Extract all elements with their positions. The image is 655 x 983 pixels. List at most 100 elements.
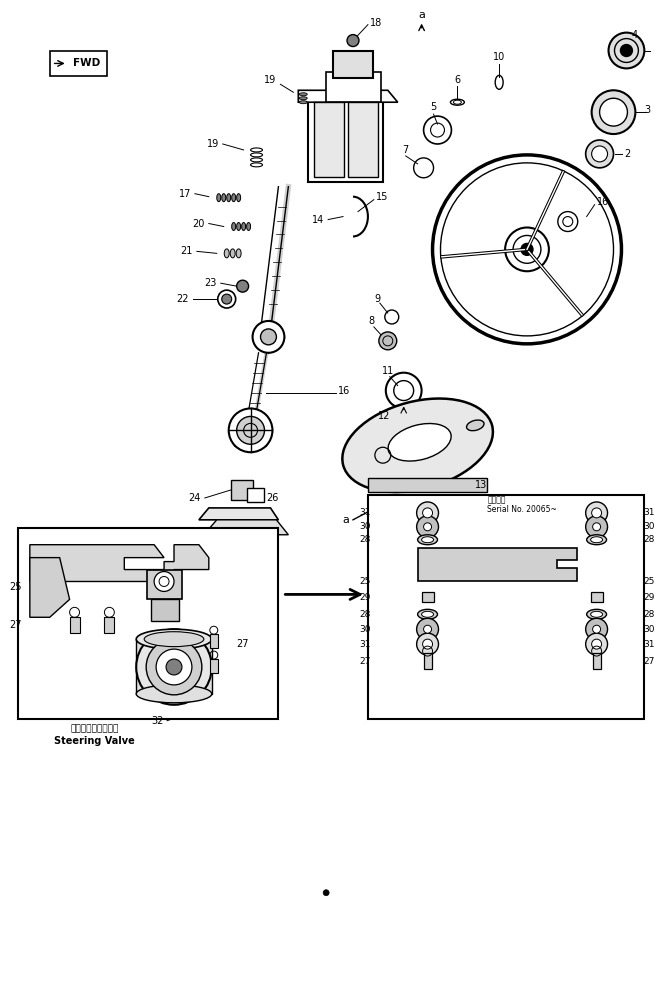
Polygon shape xyxy=(368,478,487,492)
Bar xyxy=(348,102,378,177)
Circle shape xyxy=(136,629,212,705)
Circle shape xyxy=(166,659,182,675)
Ellipse shape xyxy=(299,96,307,99)
Circle shape xyxy=(586,516,608,538)
Ellipse shape xyxy=(587,535,607,545)
Circle shape xyxy=(417,618,438,640)
Text: 19: 19 xyxy=(206,139,219,149)
Circle shape xyxy=(236,280,249,292)
Text: FWD: FWD xyxy=(73,58,100,69)
Text: 11: 11 xyxy=(382,366,394,376)
Text: 30: 30 xyxy=(643,625,655,634)
Text: 30: 30 xyxy=(643,522,655,531)
Ellipse shape xyxy=(388,424,451,461)
Circle shape xyxy=(586,618,608,640)
Ellipse shape xyxy=(222,194,226,202)
Polygon shape xyxy=(204,520,288,535)
Text: 15: 15 xyxy=(376,192,388,202)
Text: a: a xyxy=(343,515,350,525)
Ellipse shape xyxy=(299,100,307,103)
Circle shape xyxy=(591,145,608,162)
Bar xyxy=(326,73,381,102)
Circle shape xyxy=(146,639,202,695)
Text: 7: 7 xyxy=(403,145,409,155)
Bar xyxy=(424,653,432,669)
Bar xyxy=(50,50,107,77)
Text: 29: 29 xyxy=(360,593,371,602)
Text: 21: 21 xyxy=(181,247,193,257)
Circle shape xyxy=(608,32,645,69)
Text: 28: 28 xyxy=(360,609,371,619)
Bar xyxy=(69,617,79,633)
Ellipse shape xyxy=(144,632,204,647)
Polygon shape xyxy=(298,90,398,102)
Circle shape xyxy=(599,98,627,126)
Text: 9: 9 xyxy=(375,294,381,304)
Circle shape xyxy=(591,508,601,518)
Circle shape xyxy=(586,633,608,655)
Text: 3: 3 xyxy=(645,105,650,115)
Circle shape xyxy=(323,890,329,896)
Ellipse shape xyxy=(591,611,603,617)
Text: 20: 20 xyxy=(193,218,205,228)
Bar xyxy=(368,495,645,719)
Text: 10: 10 xyxy=(493,52,505,63)
Circle shape xyxy=(593,625,601,633)
Ellipse shape xyxy=(242,222,246,230)
Text: 29: 29 xyxy=(643,593,655,602)
Circle shape xyxy=(422,508,432,518)
Circle shape xyxy=(154,571,174,592)
Ellipse shape xyxy=(246,222,251,230)
Bar xyxy=(231,480,253,500)
Text: 13: 13 xyxy=(476,480,487,491)
Circle shape xyxy=(156,649,192,685)
Bar xyxy=(314,102,344,177)
Circle shape xyxy=(422,639,432,649)
Bar xyxy=(210,659,217,673)
Text: 25: 25 xyxy=(360,577,371,586)
Text: 27: 27 xyxy=(360,657,371,665)
Circle shape xyxy=(417,633,438,655)
Bar xyxy=(136,639,212,694)
Bar xyxy=(210,634,217,648)
Text: 32: 32 xyxy=(152,716,164,725)
Bar xyxy=(246,488,265,502)
Text: 28: 28 xyxy=(360,535,371,545)
Text: 18: 18 xyxy=(370,18,382,28)
Circle shape xyxy=(593,523,601,531)
Text: ステアリングバルブ: ステアリングバルブ xyxy=(70,724,119,733)
Ellipse shape xyxy=(422,611,434,617)
Ellipse shape xyxy=(299,92,307,95)
Text: 23: 23 xyxy=(204,278,217,288)
Circle shape xyxy=(424,523,432,531)
Circle shape xyxy=(261,329,276,345)
Text: 19: 19 xyxy=(264,76,276,86)
Polygon shape xyxy=(30,545,209,582)
Ellipse shape xyxy=(236,194,240,202)
Text: 25: 25 xyxy=(643,577,655,586)
Circle shape xyxy=(620,44,633,56)
Polygon shape xyxy=(30,557,69,617)
Text: 17: 17 xyxy=(179,189,191,199)
Bar xyxy=(147,569,182,600)
Ellipse shape xyxy=(418,535,438,545)
Text: 2: 2 xyxy=(624,148,631,159)
Ellipse shape xyxy=(343,398,493,492)
Circle shape xyxy=(586,140,614,168)
Circle shape xyxy=(236,417,265,444)
Text: 22: 22 xyxy=(176,294,189,304)
Text: 27: 27 xyxy=(643,657,655,665)
Text: 31: 31 xyxy=(360,640,371,649)
Bar xyxy=(333,50,373,79)
Text: 26: 26 xyxy=(267,492,279,503)
Circle shape xyxy=(229,409,272,452)
Text: 14: 14 xyxy=(312,214,324,224)
Circle shape xyxy=(521,244,533,256)
Ellipse shape xyxy=(230,249,235,258)
Ellipse shape xyxy=(236,249,241,258)
Ellipse shape xyxy=(418,609,438,619)
Bar xyxy=(593,653,601,669)
Circle shape xyxy=(253,321,284,353)
Text: Serial No. 20065~: Serial No. 20065~ xyxy=(487,505,557,514)
Text: 31: 31 xyxy=(643,508,655,517)
